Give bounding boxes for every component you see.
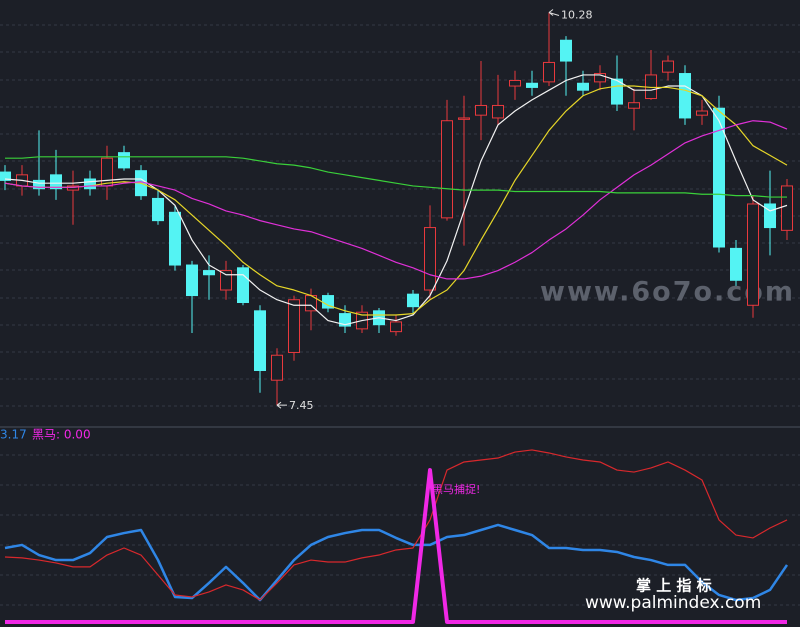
- candle-body: [594, 73, 606, 83]
- candle-body: [288, 299, 300, 353]
- watermark: 掌 上 指 标: [636, 577, 712, 595]
- line-series: [4, 74, 788, 326]
- candle-body: [441, 120, 453, 219]
- candle-body: [220, 270, 232, 291]
- candle-body: [271, 354, 283, 381]
- candle-body: [492, 104, 504, 119]
- candle-body: [390, 321, 402, 333]
- candle-body: [628, 102, 640, 109]
- candle-body: [475, 104, 487, 116]
- line-series: [4, 449, 788, 601]
- candle-body: [186, 264, 198, 297]
- candle-body: [84, 178, 96, 190]
- candle-body: [577, 82, 589, 91]
- grid: [0, 24, 800, 606]
- candle-body: [662, 60, 674, 73]
- candle-body: [118, 152, 130, 169]
- candle-body: [424, 227, 436, 291]
- candle-body: [509, 79, 521, 87]
- annotation: 黑马捕捉!: [432, 482, 480, 496]
- candle-body: [526, 82, 538, 88]
- candle-body: [50, 174, 62, 190]
- candle-body: [101, 157, 113, 187]
- line-series: [5, 156, 787, 198]
- candle-body: [33, 179, 45, 190]
- candle-body: [696, 110, 708, 116]
- candle-body: [152, 197, 164, 222]
- candle-body: [781, 185, 793, 231]
- candle-body: [407, 293, 419, 308]
- arrow: [548, 9, 560, 16]
- indicator-label: 黑马: 0.00: [32, 428, 91, 442]
- candle-body: [237, 267, 249, 304]
- candle-body: [254, 310, 266, 371]
- line-series: [4, 120, 788, 280]
- candle-body: [611, 78, 623, 105]
- line-series: [5, 468, 787, 624]
- candle-body: [764, 203, 776, 229]
- candle-body: [713, 107, 725, 248]
- candle-body: [339, 313, 351, 327]
- candle-body: [747, 203, 759, 306]
- candle-body: [730, 247, 742, 281]
- low-label: 7.45: [289, 399, 314, 412]
- watermark: www.palmindex.com: [585, 593, 761, 613]
- candle-body: [67, 185, 79, 191]
- line-series: [4, 523, 789, 602]
- indicator-value: 3.17: [0, 428, 27, 442]
- candle-body: [0, 171, 11, 181]
- candle-body: [203, 270, 215, 276]
- high-label: 10.28: [561, 8, 593, 21]
- arrow: [276, 401, 287, 409]
- candle-body: [543, 61, 555, 83]
- candle-body: [169, 211, 181, 266]
- candle-body: [458, 117, 470, 120]
- candle-body: [679, 73, 691, 119]
- candle-body: [560, 39, 572, 62]
